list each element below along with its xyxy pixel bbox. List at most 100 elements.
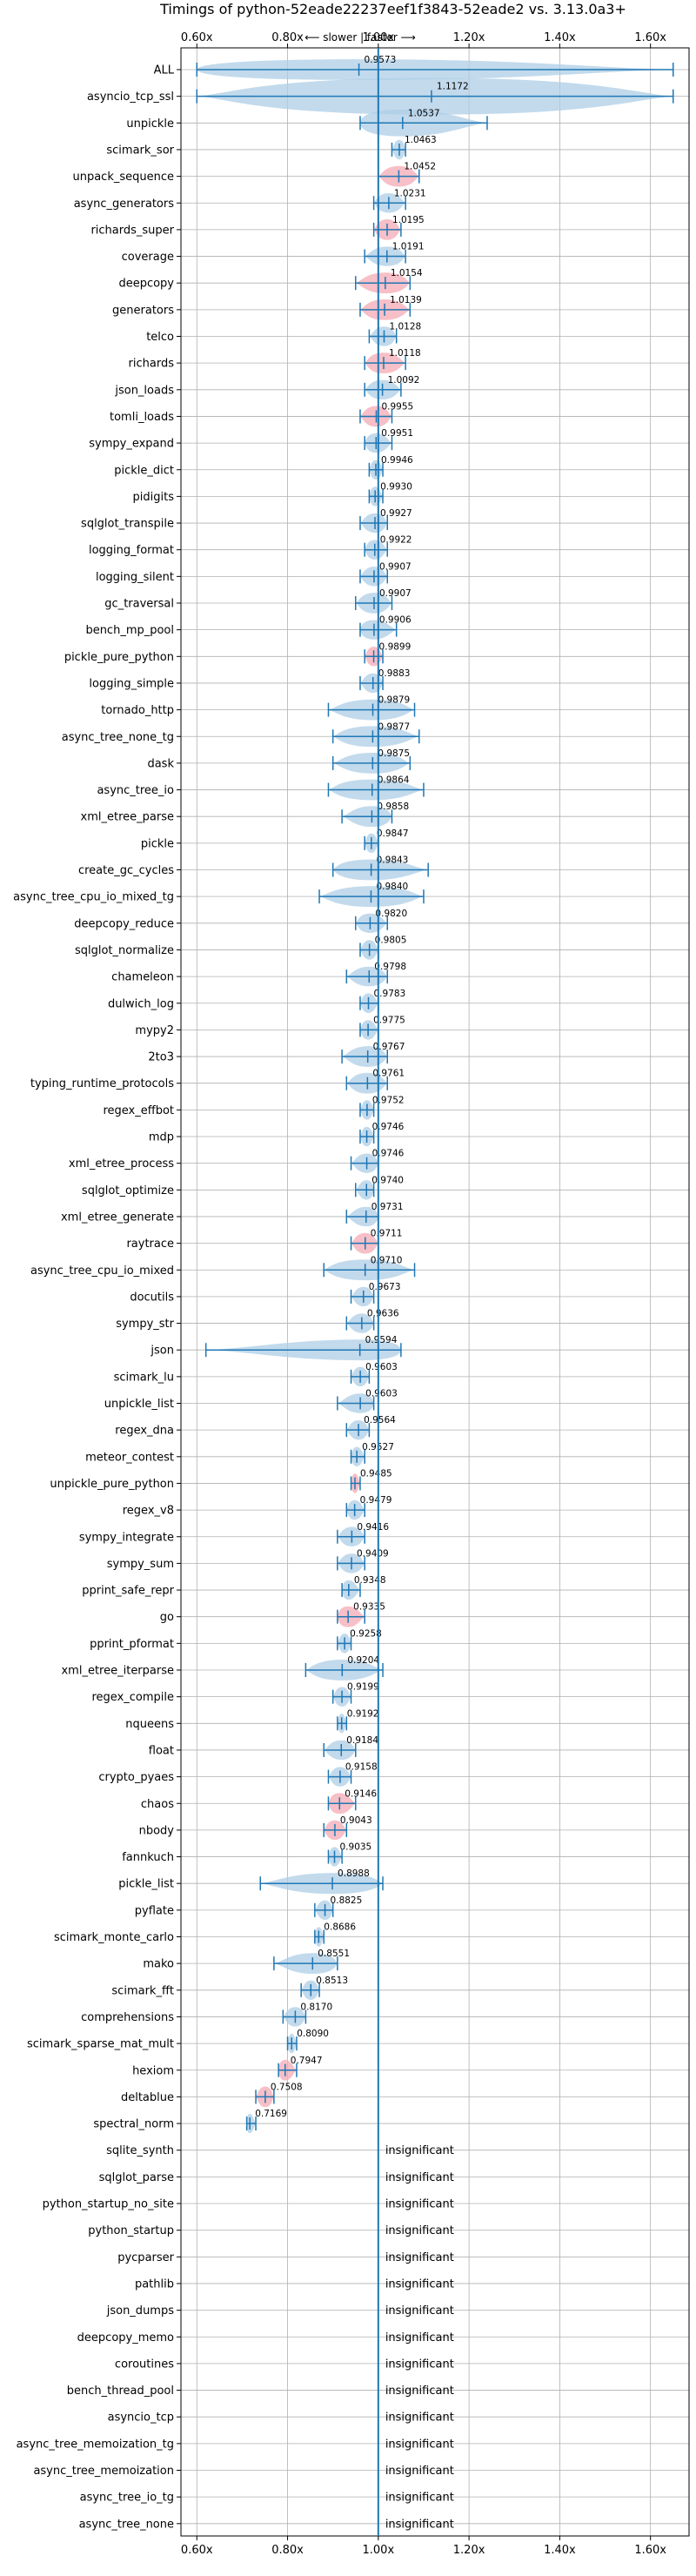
benchmark-label: dulwich_log xyxy=(108,997,174,1010)
median-value-label: 0.9711 xyxy=(371,1229,403,1239)
benchmark-label: spectral_norm xyxy=(93,2118,174,2131)
benchmark-label: unpack_sequence xyxy=(72,171,174,184)
x-tick-label-bottom: 1.20x xyxy=(453,2544,485,2557)
x-tick-label-bottom: 0.80x xyxy=(271,2544,304,2557)
median-value-label: 0.8513 xyxy=(316,1976,348,1986)
benchmark-label: pickle xyxy=(141,837,174,850)
median-value-label: 0.9564 xyxy=(364,1415,396,1426)
median-value-label: 0.9899 xyxy=(379,641,412,652)
median-value-label: 0.9348 xyxy=(354,1575,386,1586)
median-value-label: 0.9922 xyxy=(380,535,412,546)
benchmark-label: chameleon xyxy=(111,971,174,984)
median-value-label: 0.9847 xyxy=(377,828,409,839)
benchmark-label: pathlib xyxy=(135,2277,174,2291)
benchmark-label: regex_compile xyxy=(91,1691,174,1704)
median-value-label: 0.9485 xyxy=(360,1468,392,1479)
median-value-label: 0.9883 xyxy=(378,668,411,679)
x-tick-label-top: 0.60x xyxy=(181,31,213,44)
benchmark-label: sympy_expand xyxy=(89,438,174,451)
benchmark-label: python_startup_no_site xyxy=(43,2198,174,2211)
benchmark-label: meteor_contest xyxy=(85,1451,174,1464)
insignificant-label: insignificant xyxy=(385,2331,454,2345)
median-value-label: 1.0118 xyxy=(389,348,421,359)
median-value-label: 0.9416 xyxy=(357,1522,389,1533)
benchmark-label: logging_format xyxy=(89,544,174,557)
insignificant-label: insignificant xyxy=(385,2358,454,2371)
direction-label: ⟵ slower | faster ⟶ xyxy=(304,31,416,44)
median-value-label: 0.9907 xyxy=(379,561,412,572)
benchmark-label: asyncio_tcp xyxy=(108,2412,174,2425)
median-value-label: 1.0463 xyxy=(405,135,437,145)
benchmark-label: generators xyxy=(112,304,174,317)
benchmark-label: unpickle_list xyxy=(104,1398,174,1411)
median-value-label: 0.9840 xyxy=(376,882,408,892)
benchmark-label: async_tree_cpu_io_mixed xyxy=(30,1265,174,1278)
benchmark-label: fannkuch xyxy=(122,1851,174,1864)
median-value-label: 0.9603 xyxy=(365,1389,398,1399)
benchmark-label: gc_traversal xyxy=(104,598,174,611)
benchmark-label: deepcopy xyxy=(118,278,174,291)
median-value-label: 0.9158 xyxy=(345,1762,378,1773)
median-value-label: 0.9877 xyxy=(378,721,410,732)
median-value-label: 0.9746 xyxy=(372,1149,405,1159)
insignificant-label: insignificant xyxy=(385,2518,454,2531)
benchmark-label: xml_etree_process xyxy=(69,1157,174,1171)
median-value-label: 0.9258 xyxy=(350,1628,382,1639)
benchmark-label: xml_etree_generate xyxy=(61,1211,174,1224)
benchmark-label: sympy_str xyxy=(116,1318,174,1331)
plot-area: 0.60x 0.60x 0.80x 0.80x 1.00x 1.00x 1.20x 1.20x… xyxy=(13,31,690,2557)
benchmark-label: pycparser xyxy=(117,2251,174,2264)
median-value-label: 0.9636 xyxy=(367,1309,399,1319)
benchmark-label: pyflate xyxy=(135,1904,174,1917)
median-value-label: 1.0092 xyxy=(388,375,420,386)
median-value-label: 0.9951 xyxy=(381,428,413,439)
median-value-label: 0.9879 xyxy=(378,695,411,706)
median-value-label: 0.9740 xyxy=(371,1175,404,1185)
benchmark-label: pidigits xyxy=(133,491,175,504)
benchmark-label: logging_simple xyxy=(89,677,174,690)
benchmark-label: async_tree_none xyxy=(79,2518,174,2531)
median-value-label: 0.9875 xyxy=(378,748,410,759)
insignificant-label: insignificant xyxy=(385,2385,454,2398)
benchmark-label: async_tree_memoization_tg xyxy=(17,2438,174,2451)
median-value-label: 0.9927 xyxy=(380,508,412,519)
benchmark-label: bench_thread_pool xyxy=(67,2385,174,2398)
benchmark-label: scimark_sor xyxy=(106,144,174,157)
median-value-label: 0.9858 xyxy=(377,802,409,812)
benchmark-label: richards_super xyxy=(90,224,174,237)
insignificant-label: insignificant xyxy=(385,2304,454,2318)
median-value-label: 0.9946 xyxy=(381,455,413,466)
x-tick-label-top: 1.40x xyxy=(544,31,576,44)
median-value-label: 0.9761 xyxy=(372,1069,405,1079)
median-value-label: 0.9043 xyxy=(340,1815,372,1826)
benchmark-label: scimark_fft xyxy=(111,1984,174,1997)
benchmark-label: async_tree_cpu_io_mixed_tg xyxy=(13,891,174,904)
benchmark-label: sympy_integrate xyxy=(79,1531,174,1544)
median-value-label: 0.9184 xyxy=(346,1735,378,1746)
insignificant-label: insignificant xyxy=(385,2198,454,2211)
benchmark-label: scimark_lu xyxy=(114,1371,174,1384)
insignificant-label: insignificant xyxy=(385,2492,454,2505)
median-value-label: 0.9594 xyxy=(365,1335,398,1345)
benchmark-label: typing_runtime_protocols xyxy=(30,1077,174,1090)
benchmark-label: json xyxy=(150,1345,174,1358)
insignificant-label: insignificant xyxy=(385,2251,454,2264)
benchmark-label: deepcopy_memo xyxy=(77,2331,174,2345)
median-value-label: 0.9673 xyxy=(369,1282,401,1292)
benchmark-label: pickle_pure_python xyxy=(64,651,174,664)
median-value-label: 0.9767 xyxy=(373,1042,405,1052)
benchmark-label: 2to3 xyxy=(148,1051,174,1064)
median-value-label: 0.9843 xyxy=(377,855,409,866)
benchmark-label: nqueens xyxy=(125,1718,174,1731)
median-value-label: 1.0231 xyxy=(394,188,426,198)
median-value-label: 0.9409 xyxy=(357,1548,389,1559)
insignificant-label: insignificant xyxy=(385,2438,454,2451)
benchmark-label: sqlglot_optimize xyxy=(82,1184,174,1197)
benchmark-label: float xyxy=(149,1744,174,1757)
benchmark-label: chaos xyxy=(141,1798,174,1811)
benchmark-label: ALL xyxy=(154,64,175,77)
benchmark-label: sqlglot_normalize xyxy=(75,944,174,957)
x-tick-label-bottom: 1.60x xyxy=(634,2544,666,2557)
insignificant-label: insignificant xyxy=(385,2171,454,2184)
